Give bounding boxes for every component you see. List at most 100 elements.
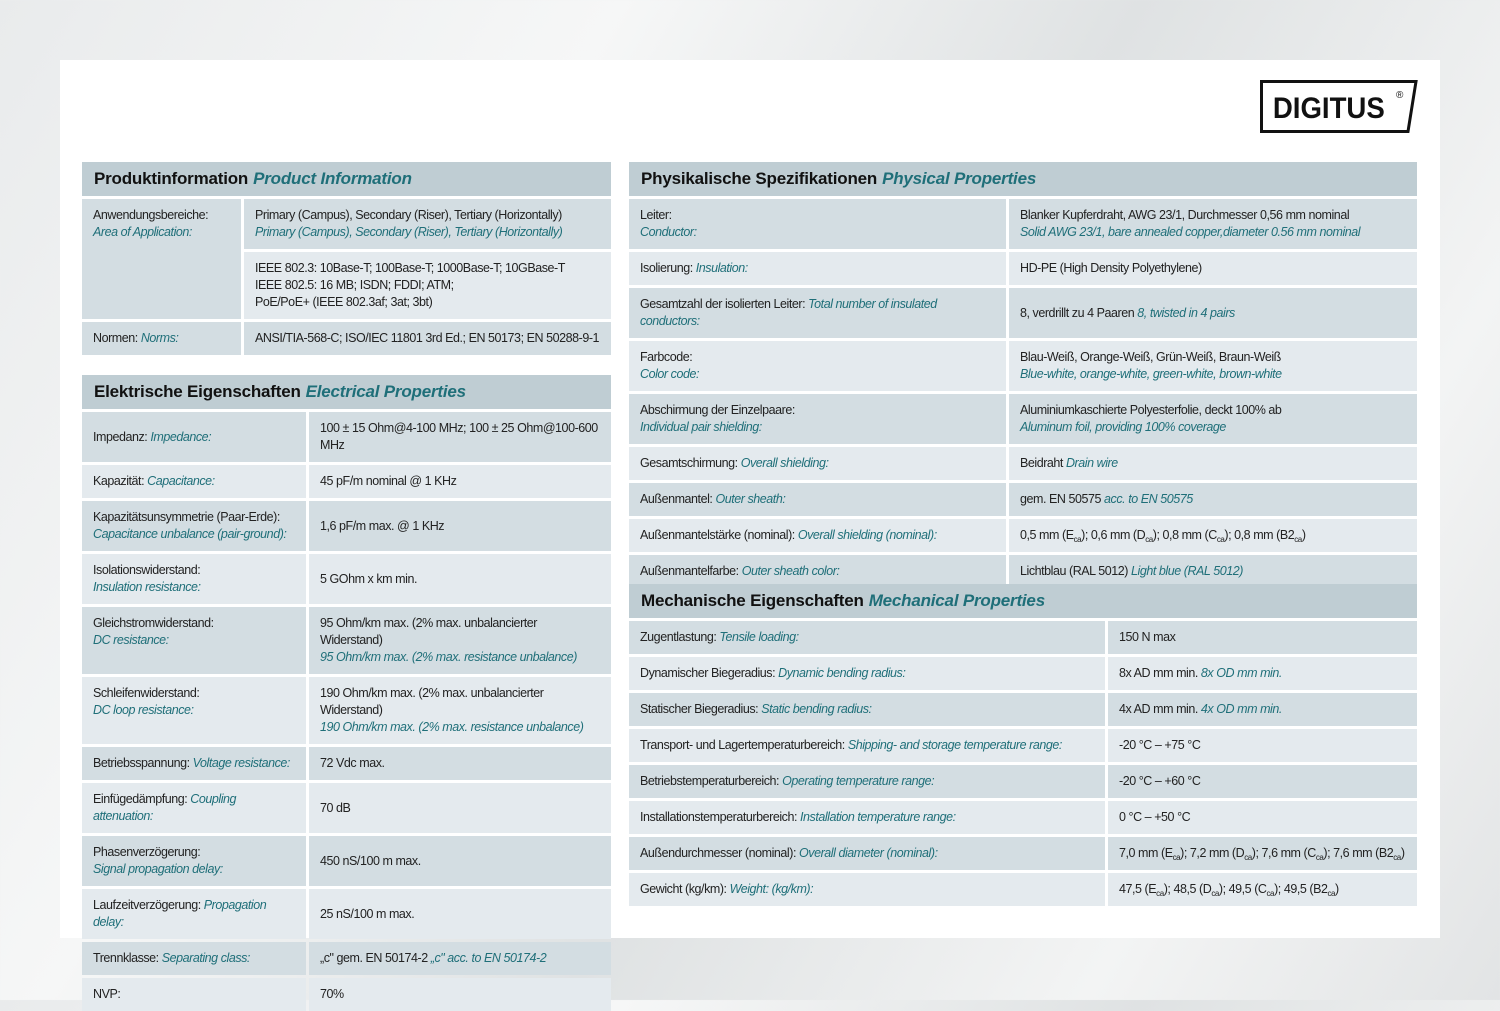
row-label: Außenmantel: Outer sheath: <box>629 483 1006 516</box>
subscript: ca <box>1073 535 1082 544</box>
english-text: Drain wire <box>1065 456 1118 470</box>
table-row: Zugentlastung: Tensile loading: 150 N max <box>629 621 1417 654</box>
german-text: 70 dB <box>320 800 351 815</box>
row-label: Schleifenwiderstand: DC loop resistance: <box>82 677 306 744</box>
table-row: Gesamtzahl der isolierten Leiter: Total … <box>629 288 1417 338</box>
german-text: Einfügedämpfung: <box>93 792 191 806</box>
german-text: NVP: <box>93 987 121 1001</box>
german-text: ); 7,6 mm (C <box>1251 846 1316 860</box>
row-value: 25 nS/100 m max. <box>309 889 611 939</box>
table-row: Normen: Norms: ANSI/TIA-568-C; ISO/IEC 11… <box>82 322 611 355</box>
table-row: Kapazitätsunsymmetrie (Paar-Erde): Capaci… <box>82 501 611 551</box>
row-value: 190 Ohm/km max. (2% max. unbalancierter … <box>309 677 611 744</box>
english-text: Propagation delay: <box>93 898 267 929</box>
subscript: ca <box>1211 889 1219 898</box>
german-text: Dynamischer Biegeradius: <box>640 666 779 680</box>
english-text: acc. to EN 50575 <box>1104 492 1193 506</box>
subscript: ca <box>1216 535 1225 544</box>
english-text: Static bending radius: <box>761 702 872 716</box>
row-value: Blanker Kupferdraht, AWG 23/1, Durchmess… <box>1009 199 1417 249</box>
table-row: Einfügedämpfung: Coupling attenuation: 70… <box>82 783 611 833</box>
english-text: 4x OD mm min. <box>1200 702 1282 716</box>
german-text: Außenmantelfarbe: <box>640 564 742 578</box>
table-row: Gesamtschirmung: Overall shielding: Beidr… <box>629 447 1417 480</box>
german-text: 190 Ohm/km max. (2% max. unbalancierter … <box>320 686 544 717</box>
subscript: ca <box>1266 889 1275 898</box>
german-text: ); 49,5 (C <box>1218 882 1267 896</box>
german-text: Kapazitätsunsymmetrie (Paar-Erde): <box>93 510 280 524</box>
row-label: Außenmantelfarbe: Outer sheath color: <box>629 555 1006 588</box>
row-label: Außenmantelstärke (nominal): Overall shi… <box>629 519 1006 552</box>
german-text: Primary (Campus), Secondary (Riser), Ter… <box>255 208 562 222</box>
english-text: Dynamic bending radius: <box>778 666 906 680</box>
row-value: 70% <box>309 978 611 1011</box>
row-value: Beidraht Drain wire <box>1009 447 1417 480</box>
section-header: Physikalische Spezifikationen Physical Pr… <box>629 162 1417 196</box>
english-text: Conductor: <box>640 225 697 239</box>
german-text: ); 7,2 mm (D <box>1180 846 1245 860</box>
row-value: 150 N max <box>1108 621 1417 654</box>
row-value: 70 dB <box>309 783 611 833</box>
subscript: ca <box>1145 535 1153 544</box>
section-title-de: Elektrische Eigenschaften <box>94 382 301 401</box>
german-text: 25 nS/100 m max. <box>320 906 415 921</box>
section-title-en: Mechanical Properties <box>868 591 1045 610</box>
section-header: Elektrische Eigenschaften Electrical Prop… <box>82 375 611 409</box>
english-text: 8, twisted in 4 pairs <box>1137 305 1235 320</box>
german-text: ) <box>1400 846 1405 860</box>
english-text: Capacitance unbalance (pair-ground): <box>93 527 287 541</box>
english-text: Norms: <box>140 331 179 345</box>
german-text: Blau-Weiß, Orange-Weiß, Grün-Weiß, Braun… <box>1020 350 1281 364</box>
section-title-de: Mechanische Eigenschaften <box>641 591 864 610</box>
row-value: Blau-Weiß, Orange-Weiß, Grün-Weiß, Braun… <box>1009 341 1417 391</box>
section-title-de: Produktinformation <box>94 169 249 188</box>
row-value: 8x AD mm min. 8x OD mm min. <box>1108 657 1417 690</box>
table-row: Betriebstemperaturbereich: Operating tem… <box>629 765 1417 798</box>
row-label: Außendurchmesser (nominal): Overall diam… <box>629 837 1105 870</box>
german-text: 8x AD mm min. <box>1119 666 1201 680</box>
german-text: 100 ± 15 Ohm@4-100 MHz; 100 ± 25 Ohm@100… <box>320 421 598 452</box>
english-text: Installation temperature range: <box>800 810 956 824</box>
subscript: ca <box>1294 535 1302 544</box>
english-text: 95 Ohm/km max. (2% max. resistance unbal… <box>320 650 577 664</box>
section-header: Produktinformation Product Information <box>82 162 611 196</box>
english-text: Total number of insulated conductors: <box>640 297 937 328</box>
section-header: Mechanische Eigenschaften Mechanical Prop… <box>629 584 1417 618</box>
row-label: Abschirmung der Einzelpaare: Individual p… <box>629 394 1006 444</box>
row-value: 1,6 pF/m max. @ 1 KHz <box>309 501 611 551</box>
german-text: Aluminiumkaschierte Polyesterfolie, deck… <box>1020 403 1282 417</box>
row-label: Leiter: Conductor: <box>629 199 1006 249</box>
english-text: Color code: <box>640 367 699 381</box>
table-row: Leiter: Conductor: Blanker Kupferdraht, AW… <box>629 199 1417 249</box>
row-label: Gesamtschirmung: Overall shielding: <box>629 447 1006 480</box>
english-text: Capacitance: <box>147 474 215 488</box>
german-text: Außendurchmesser (nominal): <box>640 846 799 860</box>
german-text: Lichtblau (RAL 5012) <box>1020 564 1131 578</box>
table-row: IEEE 802.3: 10Base-T; 100Base-T; 1000Bas… <box>82 249 611 319</box>
german-text: Abschirmung der Einzelpaare: <box>640 403 795 417</box>
german-text: IEEE 802.5: 16 MB; ISDN; FDDI; ATM; <box>255 278 454 292</box>
table-row: Abschirmung der Einzelpaare: Individual p… <box>629 394 1417 444</box>
table-row: Gleichstromwiderstand: DC resistance: 95 O… <box>82 607 611 674</box>
section-title-de: Physikalische Spezifikationen <box>641 169 878 188</box>
digitus-logo: DIGITUS ® <box>1260 80 1418 133</box>
row-label: Farbcode: Color code: <box>629 341 1006 391</box>
table-row: Farbcode: Color code: Blau-Weiß, Orange-We… <box>629 341 1417 391</box>
english-text: Impedance: <box>150 429 212 444</box>
row-label: Gleichstromwiderstand: DC resistance: <box>82 607 306 674</box>
row-value: Aluminiumkaschierte Polyesterfolie, deck… <box>1009 394 1417 444</box>
german-text: -20 °C – +75 °C <box>1119 738 1201 752</box>
german-text: Kapazität: <box>93 474 148 488</box>
section-product-information: Produktinformation Product Information Anw… <box>82 162 611 355</box>
german-text: 8, verdrillt zu 4 Paaren <box>1020 305 1138 320</box>
table-row: Phasenverzögerung: Signal propagation del… <box>82 836 611 886</box>
table-row: Kapazität: Capacitance: 45 pF/m nominal @… <box>82 465 611 498</box>
english-text: Overall shielding (nominal): <box>797 528 937 542</box>
subscript: ca <box>1244 853 1252 862</box>
brand-text: DIGITUS <box>1273 92 1385 125</box>
row-label: Einfügedämpfung: Coupling attenuation: <box>82 783 306 833</box>
row-value: 0 °C – +50 °C <box>1108 801 1417 834</box>
german-text: 72 Vdc max. <box>320 756 385 770</box>
row-value: 8, verdrillt zu 4 Paaren 8, twisted in 4… <box>1009 288 1417 338</box>
german-text: 0 °C – +50 °C <box>1119 810 1191 824</box>
